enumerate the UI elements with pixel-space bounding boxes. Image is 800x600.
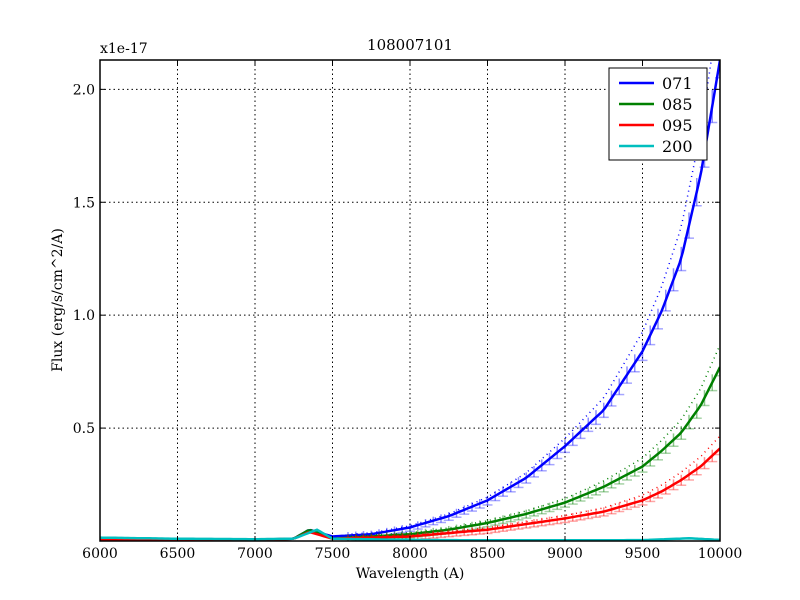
grid-lines xyxy=(100,60,720,541)
y-tick-label: 1.0 xyxy=(73,308,95,324)
series-071-model-line xyxy=(100,60,713,541)
y-tick-label: 0.5 xyxy=(73,421,95,437)
x-tick-label: 9000 xyxy=(547,546,583,562)
plot-area xyxy=(100,60,720,541)
y-tick-label: 2.0 xyxy=(73,82,95,98)
y-offset-label: x1e-17 xyxy=(100,41,148,57)
x-tick-label: 6000 xyxy=(82,546,118,562)
x-tick-label: 7500 xyxy=(315,546,351,562)
legend-label-095: 095 xyxy=(662,116,693,135)
x-tick-label: 8000 xyxy=(392,546,428,562)
legend-label-071: 071 xyxy=(662,74,693,93)
x-tick-label: 7000 xyxy=(237,546,273,562)
series-085-model-line xyxy=(100,344,720,541)
x-tick-label: 6500 xyxy=(160,546,196,562)
x-axis-label: Wavelength (A) xyxy=(356,566,465,582)
legend-label-085: 085 xyxy=(662,95,693,114)
y-tick-label: 1.5 xyxy=(73,195,95,211)
x-tick-label: 8500 xyxy=(470,546,506,562)
y-axis-label: Flux (erg/s/cm^2/A) xyxy=(50,228,66,372)
legend: 071 085 095 200 xyxy=(608,67,708,161)
x-tick-label: 10000 xyxy=(698,546,743,562)
x-tick-label: 9500 xyxy=(625,546,661,562)
legend-label-200: 200 xyxy=(662,137,693,156)
axis-ticks: 6000 6500 7000 7500 8000 8500 9000 9500 10000 0.5… xyxy=(73,60,743,562)
chart-title: 108007101 xyxy=(367,36,453,54)
